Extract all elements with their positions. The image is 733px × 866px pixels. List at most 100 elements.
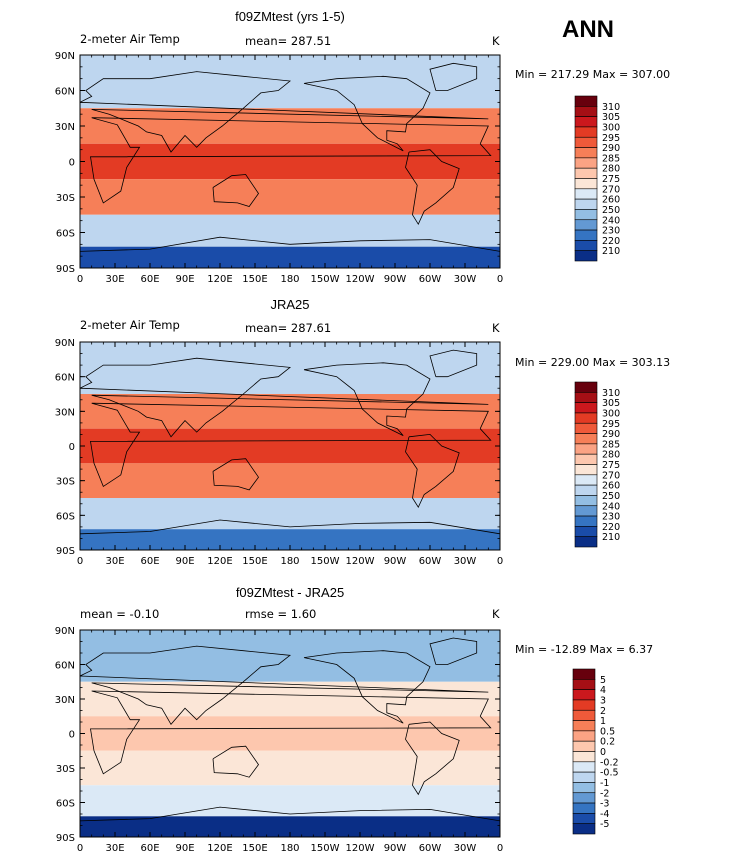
y-tick-label: 90S	[56, 264, 75, 275]
zonal-band	[80, 463, 500, 498]
colorbar-swatch	[572, 802, 596, 814]
panel-title: f09ZMtest - JRA25	[235, 585, 345, 600]
zonal-band	[80, 716, 500, 751]
coastline-antarctica	[80, 519, 500, 550]
colorbar-label: 260	[602, 481, 620, 492]
colorbar-label: 275	[602, 460, 620, 471]
y-tick-label: 30N	[55, 695, 75, 706]
coastline-europe_asia	[0, 72, 68, 152]
colorbar-label: 240	[602, 215, 620, 226]
colorbar-label: 4	[600, 685, 606, 696]
x-tick-label: 150W	[311, 556, 340, 567]
colorbar-swatch	[572, 792, 596, 804]
y-tick-label: 60N	[55, 373, 75, 384]
coastline-south_america	[405, 721, 460, 796]
map-plot: 0 30E 60E 90E 120E 150E 180 150W 120W 90W 60W 30W 09…	[0, 338, 733, 567]
colorbar-swatch	[574, 443, 598, 455]
y-tick-label: 0	[69, 158, 75, 169]
zonal-band	[80, 342, 500, 394]
coastline-africa	[511, 691, 733, 774]
zonal-band	[80, 394, 500, 429]
x-tick-label: 30E	[105, 556, 124, 567]
colorbar-label: -4	[600, 809, 609, 820]
x-tick-label: 30E	[105, 274, 124, 285]
coastline-north_america	[303, 650, 431, 724]
variable-label: 2-meter Air Temp	[80, 318, 180, 332]
colorbar-swatch	[574, 136, 598, 148]
coastline-south_america	[0, 150, 39, 225]
colorbar-swatch	[574, 116, 598, 128]
colorbar-label: -1	[600, 778, 609, 789]
colorbar-label: 300	[602, 408, 620, 419]
x-tick-label: 0	[497, 556, 503, 567]
colorbar-label: 290	[602, 143, 620, 154]
x-tick-label: 60E	[140, 843, 159, 854]
y-tick-label: 60S	[56, 511, 75, 522]
colorbar-label: 290	[602, 429, 620, 440]
x-tick-label: 90E	[175, 274, 194, 285]
y-tick-label: 90N	[55, 338, 75, 349]
colorbar-swatch	[574, 484, 598, 496]
minmax-label: Min = 229.00 Max = 303.13	[515, 356, 671, 369]
coastline-south_america	[405, 433, 460, 509]
variable-label: 2-meter Air Temp	[80, 32, 180, 46]
zonal-band	[80, 498, 500, 530]
colorbar-label: 295	[602, 133, 620, 144]
colorbar-label: 0	[600, 747, 606, 758]
colorbar-label: 0.2	[600, 737, 615, 748]
coastline-greenland	[429, 62, 478, 91]
colorbar-swatch	[574, 433, 598, 445]
colorbar-swatch	[574, 464, 598, 476]
x-tick-label: 30E	[105, 843, 124, 854]
x-tick-label: 60W	[419, 556, 442, 567]
x-tick-label: 150W	[311, 274, 340, 285]
x-tick-label: 90W	[384, 556, 407, 567]
coastline-north_america	[724, 363, 733, 436]
coastline-australia	[633, 746, 679, 777]
colorbar-label: 3	[600, 695, 606, 706]
coastline-north_america	[303, 362, 431, 436]
x-tick-label: 120E	[207, 274, 232, 285]
x-tick-label: 90W	[384, 274, 407, 285]
season-label: ANN	[562, 16, 614, 43]
colorbar-swatch	[572, 813, 596, 824]
panel-title: f09ZMtest (yrs 1-5)	[235, 9, 345, 24]
coastline-europe_asia	[0, 358, 68, 437]
colorbar-label: 260	[602, 195, 620, 206]
x-tick-label: 0	[77, 843, 83, 854]
colorbar-swatch	[574, 505, 598, 517]
colorbar-swatch	[574, 188, 598, 200]
mean-label: mean= 287.51	[245, 34, 332, 48]
colorbar-swatch	[574, 167, 598, 179]
colorbar-swatch	[574, 229, 598, 241]
colorbar-swatch	[572, 782, 596, 794]
colorbar-label: 220	[602, 522, 620, 533]
colorbar-label: 250	[602, 491, 620, 502]
colorbar-label: 310	[602, 388, 620, 399]
colorbar-swatch	[574, 381, 598, 393]
colorbar-label: 210	[602, 246, 620, 257]
x-tick-label: 90W	[384, 843, 407, 854]
zonal-band	[80, 681, 500, 717]
colorbar-label: 230	[602, 226, 620, 237]
colorbar-swatch	[572, 679, 596, 690]
coastline-africa	[511, 403, 733, 486]
coastline-europe_asia	[80, 645, 489, 725]
x-tick-label: 60W	[419, 843, 442, 854]
y-tick-label: 90S	[56, 546, 75, 557]
colorbar-label: 1	[600, 716, 606, 727]
x-tick-label: 0	[497, 843, 503, 854]
colorbar-swatch	[572, 709, 596, 721]
colorbar-swatch	[572, 668, 596, 680]
colorbar-label: 295	[602, 419, 620, 430]
coastline-europe_asia	[499, 675, 500, 677]
colorbar-label: 0.5	[600, 726, 615, 737]
y-tick-label: 30S	[56, 477, 75, 488]
x-tick-label: 120W	[346, 556, 375, 567]
colorbar-label: 305	[602, 112, 620, 123]
zonal-band	[80, 214, 500, 247]
colorbar-label: 210	[602, 532, 620, 543]
mean-label: mean= 287.61	[245, 321, 332, 335]
colorbar-swatch	[572, 740, 596, 752]
y-tick-label: 60N	[55, 661, 75, 672]
